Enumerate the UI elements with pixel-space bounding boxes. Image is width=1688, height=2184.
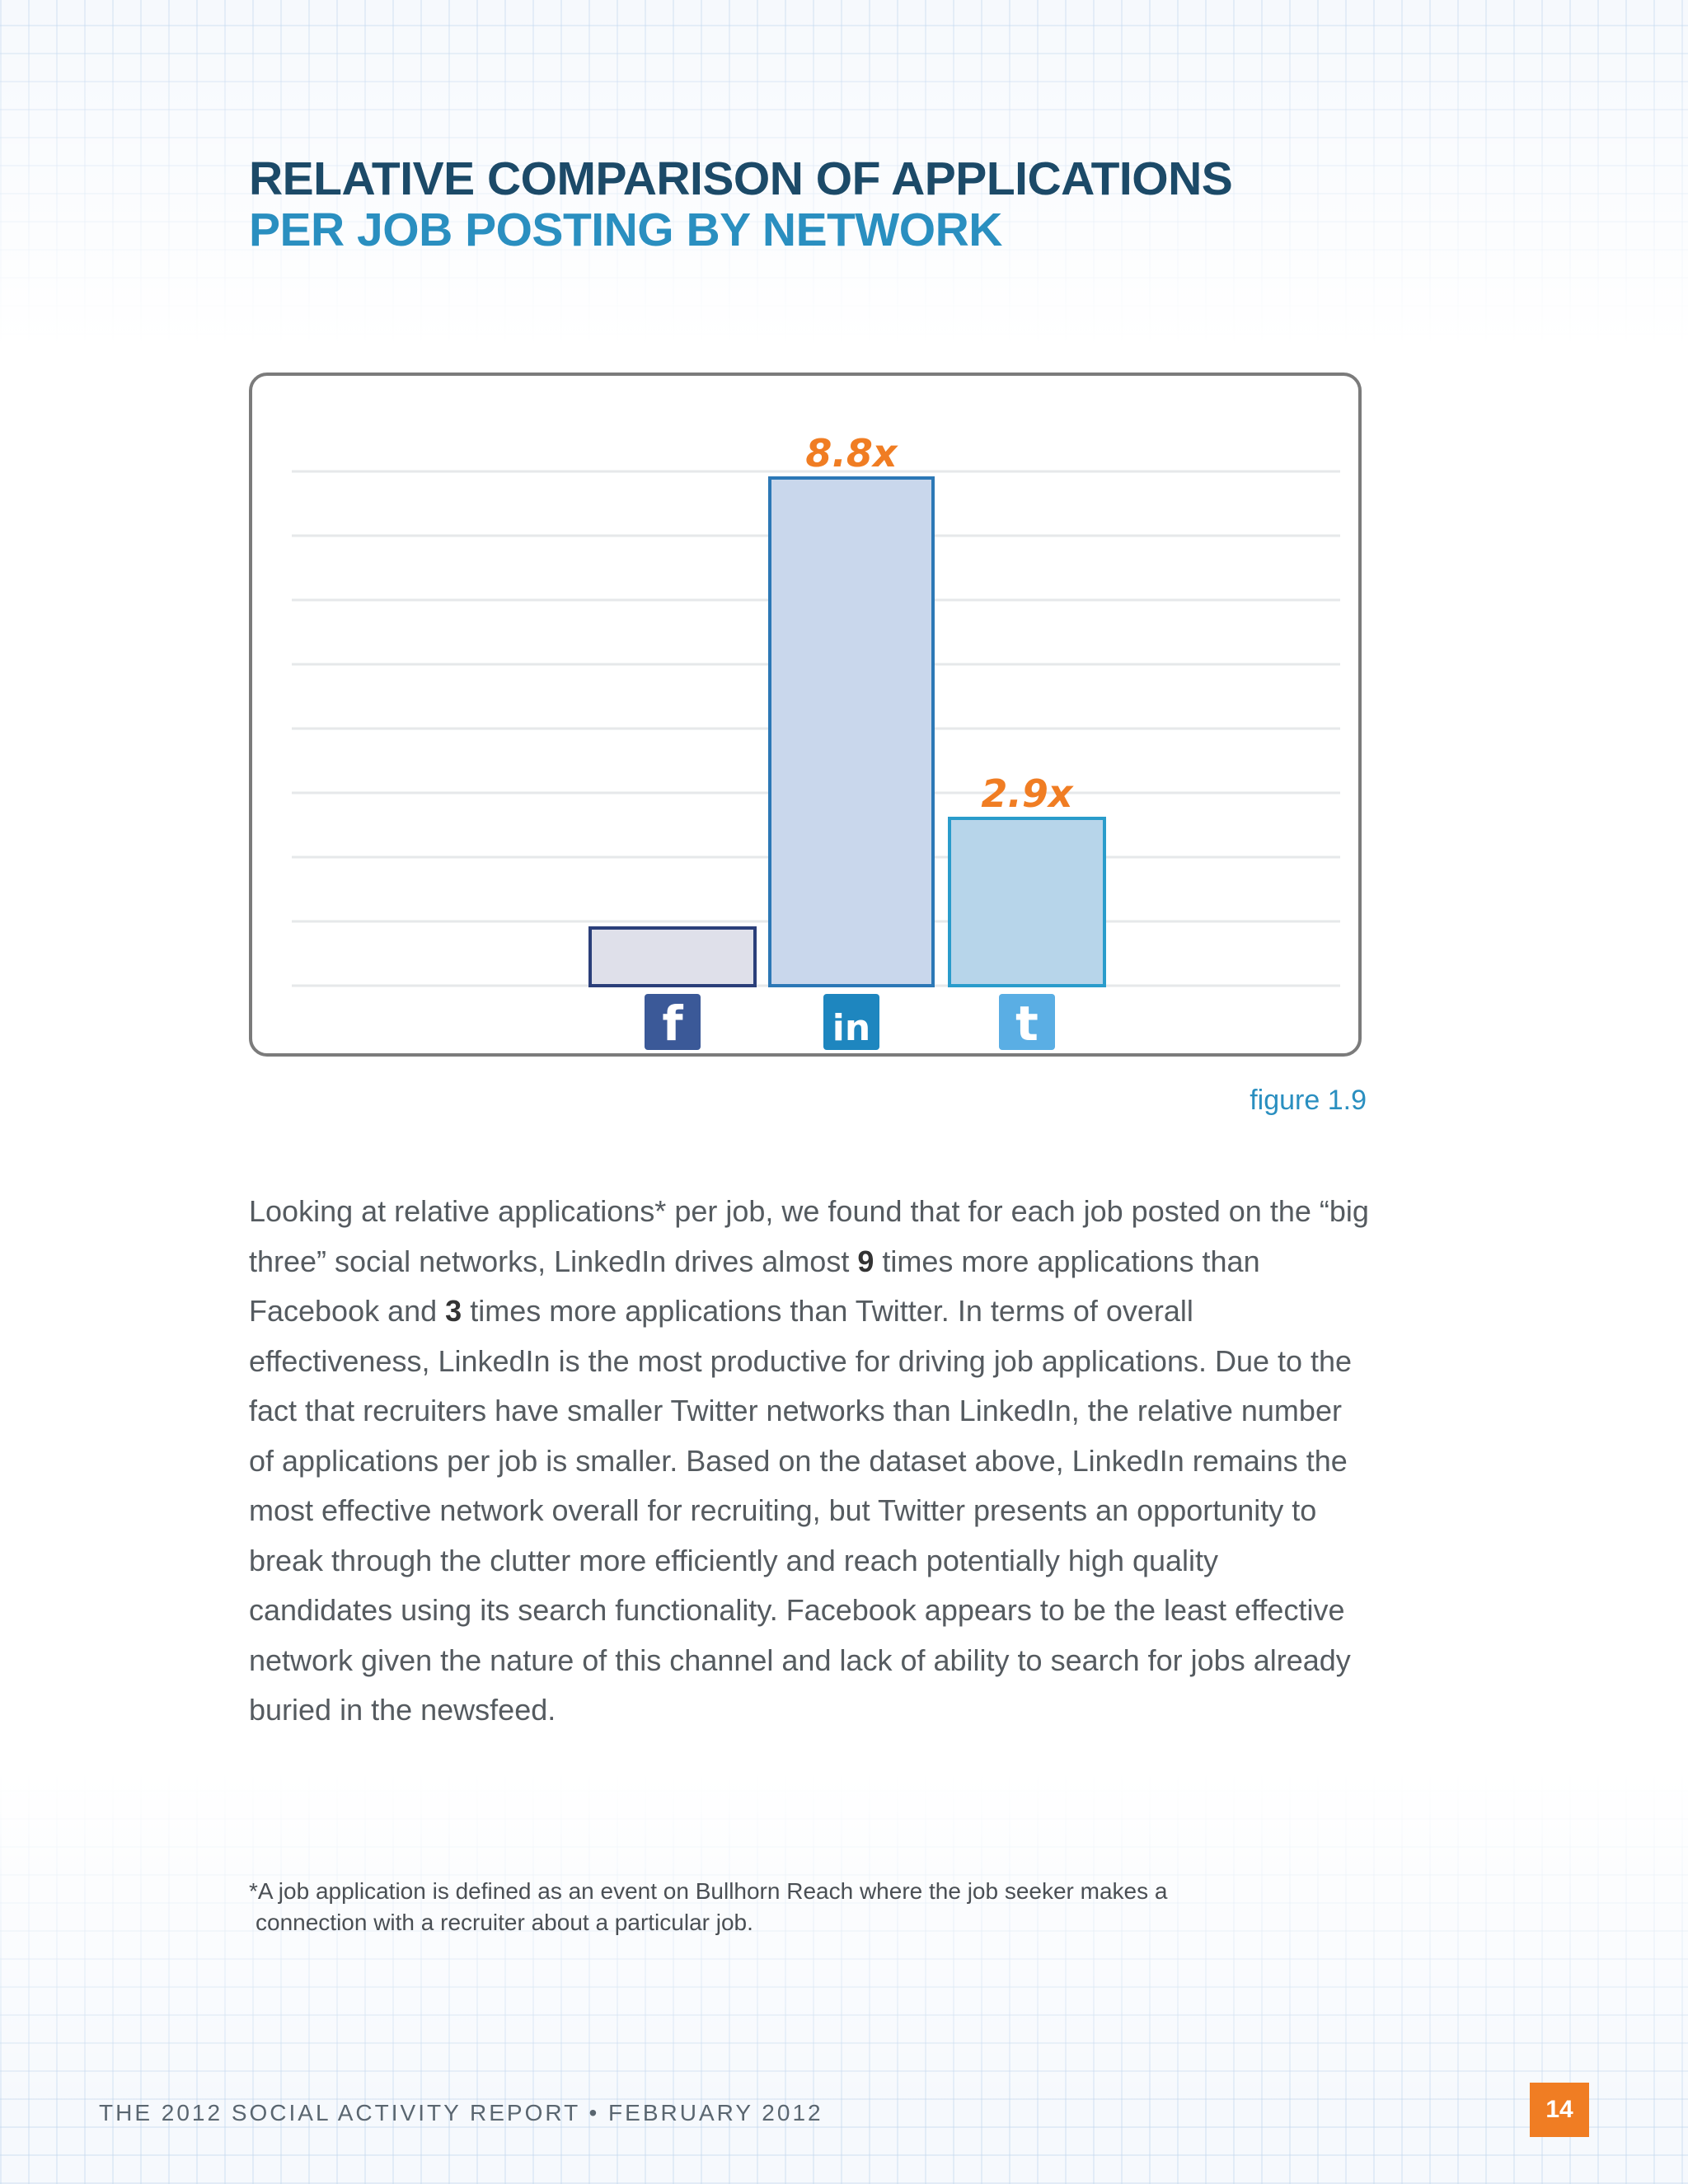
footnote-line-1: *A job application is defined as an even… xyxy=(249,1878,1168,1904)
footer-report-title: THE 2012 SOCIAL ACTIVITY REPORT • FEBRUA… xyxy=(99,2100,823,2125)
twitter-icon: t xyxy=(999,994,1055,1052)
svg-text:in: in xyxy=(832,1007,870,1049)
title-line-1: RELATIVE COMPARISON OF APPLICATIONS xyxy=(249,152,1233,205)
facebook-icon: f xyxy=(645,994,701,1052)
page-title: RELATIVE COMPARISON OF APPLICATIONS PER … xyxy=(249,152,1233,256)
body-text-2: times more applications than Facebook an… xyxy=(249,1244,1260,1329)
bar-chart: f 8.8x in 2.9x t xyxy=(292,431,1340,1052)
bar-linkedin xyxy=(768,476,935,987)
linkedin-icon: in xyxy=(823,994,879,1050)
body-paragraph: Looking at relative applications* per jo… xyxy=(249,1187,1370,1736)
title-line-2: PER JOB POSTING BY NETWORK xyxy=(249,204,1002,256)
data-label-twitter: 2.9x xyxy=(981,771,1073,816)
svg-text:f: f xyxy=(662,996,683,1052)
body-text-3: times more applications than Twitter. In… xyxy=(249,1294,1353,1727)
body-bold-1: 9 xyxy=(857,1244,874,1278)
footnote: *A job application is defined as an even… xyxy=(249,1876,1320,1938)
bar-twitter xyxy=(948,817,1106,987)
page-number: 14 xyxy=(1530,2083,1589,2137)
data-label-linkedin: 8.8x xyxy=(805,431,898,476)
footnote-line-2: connection with a recruiter about a part… xyxy=(256,1910,753,1935)
body-text-1: Looking at relative applications* per jo… xyxy=(249,1194,1369,1278)
bar-facebook xyxy=(588,926,757,987)
svg-text:t: t xyxy=(1015,996,1039,1052)
figure-caption: figure 1.9 xyxy=(1250,1085,1367,1116)
chart-frame: f 8.8x in 2.9x t xyxy=(249,373,1362,1057)
body-bold-2: 3 xyxy=(445,1294,462,1328)
